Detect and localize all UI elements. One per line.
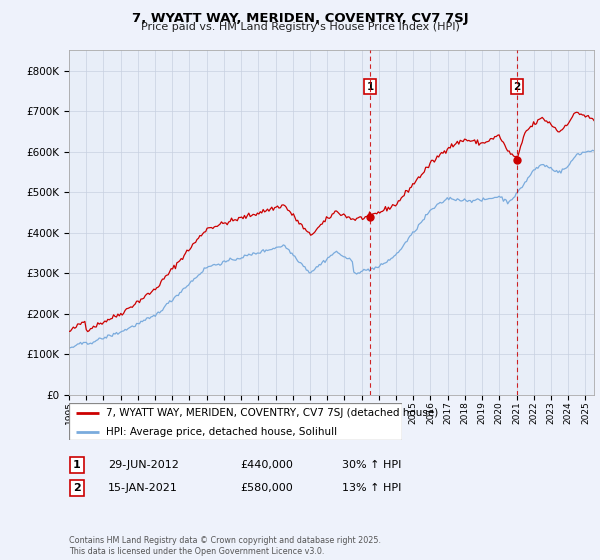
FancyBboxPatch shape xyxy=(69,403,402,440)
Text: 2: 2 xyxy=(514,82,521,92)
Text: 29-JUN-2012: 29-JUN-2012 xyxy=(108,460,179,470)
Text: Price paid vs. HM Land Registry's House Price Index (HPI): Price paid vs. HM Land Registry's House … xyxy=(140,22,460,32)
Text: £580,000: £580,000 xyxy=(240,483,293,493)
Text: £440,000: £440,000 xyxy=(240,460,293,470)
Text: HPI: Average price, detached house, Solihull: HPI: Average price, detached house, Soli… xyxy=(106,427,337,437)
Text: 30% ↑ HPI: 30% ↑ HPI xyxy=(342,460,401,470)
Text: 15-JAN-2021: 15-JAN-2021 xyxy=(108,483,178,493)
Text: 1: 1 xyxy=(73,460,80,470)
Text: 7, WYATT WAY, MERIDEN, COVENTRY, CV7 7SJ (detached house): 7, WYATT WAY, MERIDEN, COVENTRY, CV7 7SJ… xyxy=(106,408,438,418)
Text: 13% ↑ HPI: 13% ↑ HPI xyxy=(342,483,401,493)
Text: 7, WYATT WAY, MERIDEN, COVENTRY, CV7 7SJ: 7, WYATT WAY, MERIDEN, COVENTRY, CV7 7SJ xyxy=(131,12,469,25)
Text: 2: 2 xyxy=(73,483,80,493)
Text: Contains HM Land Registry data © Crown copyright and database right 2025.
This d: Contains HM Land Registry data © Crown c… xyxy=(69,536,381,556)
Text: 1: 1 xyxy=(367,82,374,92)
